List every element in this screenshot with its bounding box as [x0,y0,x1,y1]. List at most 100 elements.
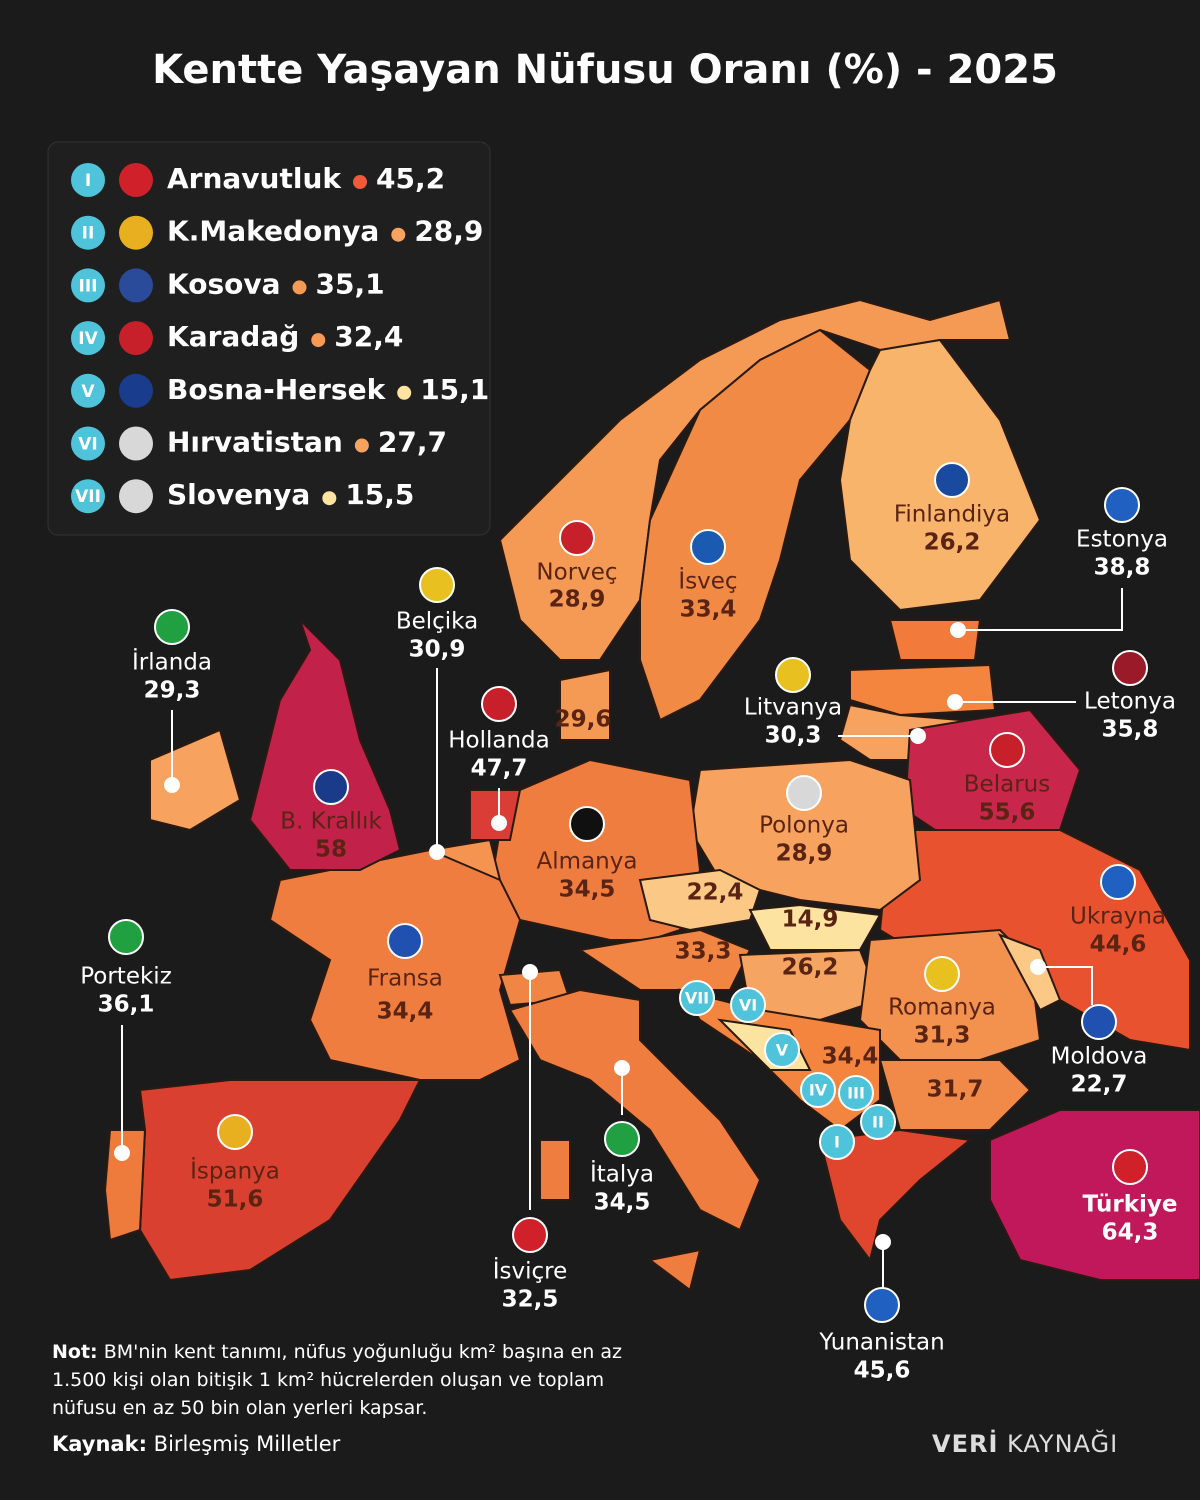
country-value: 58 [315,837,347,863]
country-value: 64,3 [1102,1220,1159,1246]
flag [119,268,153,303]
country-name: İrlanda [132,648,212,676]
region-value: 29,6 [555,707,612,733]
flag [481,686,517,722]
legend-dot [354,438,369,453]
country-name: Moldova [1051,1044,1148,1070]
title: Kentte Yaşayan Nüfusu Oranı (%) - 2025 [152,47,1058,93]
map-numeral: V [776,1041,789,1060]
numeral-badge [71,321,105,356]
country-name: Yunanistan [818,1330,944,1356]
country-name: Finlandiya [894,502,1010,528]
flag [1100,864,1136,900]
region-value: 14,9 [782,907,839,933]
map-numeral: IV [809,1081,828,1100]
flag [119,215,153,250]
note-label: Not: [52,1341,98,1363]
flag [1104,487,1140,523]
country-name: Litvanya [744,695,842,721]
region-value: 22,4 [687,880,744,906]
flag [119,426,153,461]
country-value: 30,3 [765,723,822,749]
map-badge [800,1072,836,1108]
flag [934,462,970,498]
legend-dot [397,385,412,400]
flag [512,1217,548,1253]
legend-dot [311,333,326,348]
legend-name: K.Makedonya [167,215,379,248]
legend-numeral: VII [75,487,101,507]
legend-dot [322,491,337,506]
legend-value: 32,4 [334,320,403,353]
country-value: 51,6 [207,1187,264,1213]
flag [119,321,153,356]
country-name: Polonya [759,813,849,839]
note: Not: BM'nin kent tanımı, nüfus yoğunluğu… [52,1338,672,1422]
legend-value: 45,2 [376,162,445,195]
country-value: 30,9 [409,637,466,663]
country-name: Hollanda [448,728,550,754]
legend-name: Bosna-Hersek [167,373,387,406]
flag [604,1121,640,1157]
country-value: 29,3 [144,678,201,704]
country-name: İspanya [190,1157,280,1185]
country-value: 47,7 [471,756,528,782]
country-name: Belarus [964,772,1050,798]
country-value: 36,1 [98,992,155,1018]
country-value: 26,2 [924,530,981,556]
flag [154,609,190,645]
country-value: 34,5 [594,1190,651,1216]
flag [1081,1004,1117,1040]
brand-light: KAYNAĞI [1007,1430,1119,1458]
legend-name: Arnavutluk [167,162,342,195]
map-numeral: III [847,1084,865,1103]
country-value: 38,8 [1094,555,1151,581]
flag [1112,1149,1148,1185]
country-name: Estonya [1076,527,1168,553]
legend-numeral: I [85,171,91,191]
map-numeral: II [872,1113,884,1132]
region-value: 34,4 [822,1044,879,1070]
legend-value: 15,1 [420,373,489,406]
flag [559,520,595,556]
legend-numeral: II [82,224,95,244]
numeral-badge [71,373,105,408]
map-numeral: I [834,1133,840,1152]
country-value: 55,6 [979,800,1036,826]
country-value: 33,4 [680,597,737,623]
flag [569,806,605,842]
country-value: 28,9 [549,587,606,613]
country-name: İsveç [678,567,737,595]
map-numeral: VI [739,996,757,1015]
map-badge [764,1032,800,1068]
flag [989,732,1025,768]
flag [119,373,153,408]
country-name: İsviçre [493,1257,568,1285]
flag [1112,650,1148,686]
country-value: 28,9 [776,841,833,867]
legend-name: Karadağ [167,320,299,353]
map-badge [819,1124,855,1160]
country-name: Almanya [537,849,638,875]
country-name: Fransa [367,966,443,992]
map-badge [679,980,715,1016]
brand: VERİ KAYNAĞI [932,1430,1118,1458]
region-value: 31,7 [927,1077,984,1103]
brand-bold: VERİ [932,1430,999,1458]
map-badge [730,987,766,1023]
legend-dot [391,227,406,242]
legend-box [47,141,491,536]
country-value: 35,8 [1102,717,1159,743]
numeral-badge [71,268,105,303]
flag [786,775,822,811]
source-label: Kaynak: [52,1432,147,1456]
flag [217,1114,253,1150]
flag [119,479,153,514]
legend-name: Hırvatistan [167,426,343,459]
legend-name: Slovenya [167,478,310,511]
legend-value: 15,5 [345,478,414,511]
map-badge [838,1075,874,1111]
legend-numeral: V [81,382,95,402]
flag [419,567,455,603]
